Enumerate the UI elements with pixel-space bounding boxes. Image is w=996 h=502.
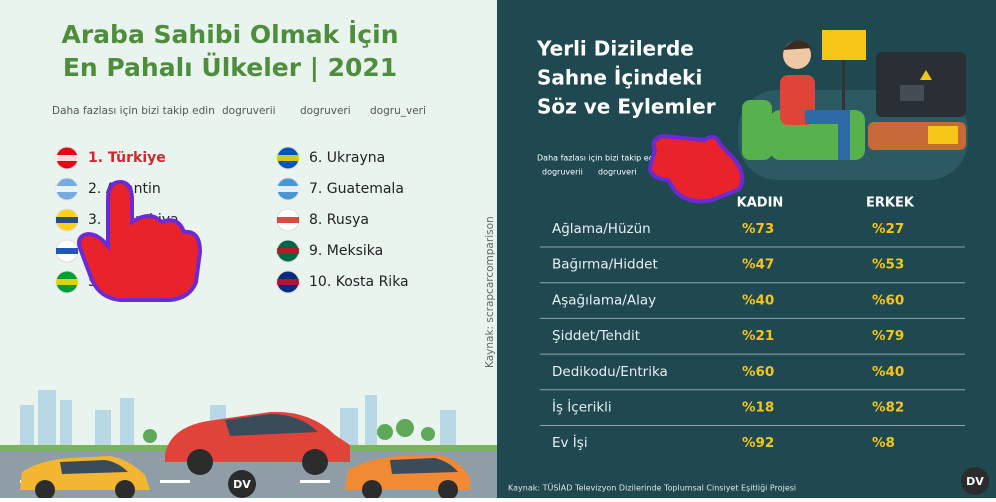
title-line: Söz ve Eylemler (537, 95, 716, 119)
car-red (165, 411, 350, 475)
trees (143, 419, 435, 443)
flag-stripe (277, 279, 299, 285)
country: 9. Meksika (309, 243, 383, 259)
logo: DV (961, 467, 989, 495)
illustration (738, 30, 968, 180)
flag-stripe (56, 248, 78, 254)
social-handle: dogruverii (222, 105, 276, 117)
follow-text: Daha fazlası için bizi takip edin (537, 154, 661, 163)
column-header: ERKEK (866, 196, 915, 211)
cell-value: %21 (742, 328, 774, 344)
country: 6. Ukrayna (309, 150, 385, 166)
svg-text:DV: DV (233, 478, 251, 491)
logo: DV (228, 470, 256, 498)
title-line: Yerli Dizilerde (536, 37, 694, 61)
flag-stripe (56, 217, 78, 223)
flag-stripe (277, 186, 299, 192)
cell-value: %60 (872, 292, 904, 308)
country: 1. Türkiye (88, 150, 166, 166)
title-line: En Pahalı Ülkeler | 2021 (63, 52, 397, 82)
row-label: Bağırma/Hiddet (552, 257, 658, 273)
row-label: Ev İşi (552, 433, 588, 451)
cell-value: %18 (742, 400, 774, 416)
social-handle: dogruveri (300, 105, 351, 117)
cell-value: %92 (742, 435, 774, 451)
row-label: Ağlama/Hüzün (552, 221, 651, 237)
flag-stripe (277, 217, 299, 223)
country: 10. Kosta Rika (309, 274, 409, 290)
cell-value: %8 (872, 435, 895, 451)
row-label: Dedikodu/Entrika (552, 364, 668, 380)
row-label: Aşağılama/Alay (552, 292, 656, 308)
source: Kaynak: TÜSİAD Televizyon Dizilerinde To… (508, 483, 796, 493)
cell-value: %40 (742, 292, 774, 308)
hand-cursor (77, 179, 203, 302)
social-handle: dogru_veri (370, 105, 426, 117)
country: 8. Rusya (309, 212, 369, 228)
row-label: İş İçerikli (552, 398, 612, 416)
source: Kaynak: scrapcarcomparison (484, 216, 496, 368)
cell-value: %40 (872, 364, 904, 380)
cell-value: %60 (742, 364, 774, 380)
cell-value: %73 (742, 221, 774, 237)
social-handle: dogruverii (542, 168, 583, 177)
column-header: KADIN (737, 196, 784, 211)
hand-cursor (647, 133, 745, 204)
title-line: Sahne İçindeki (537, 66, 702, 90)
row-label: Şiddet/Tehdit (552, 328, 640, 344)
follow-text: Daha fazlası için bizi takip edin (52, 105, 215, 117)
cell-value: %27 (872, 221, 904, 237)
social-handle: dogruveri (598, 168, 637, 177)
car-yellow (20, 456, 150, 500)
cell-value: %79 (872, 328, 904, 344)
cell-value: %53 (872, 257, 904, 273)
cell-value: %47 (742, 257, 774, 273)
flag-stripe (56, 155, 78, 161)
title-line: Araba Sahibi Olmak İçin (62, 19, 399, 49)
flag-stripe (56, 279, 78, 285)
flag-stripe (277, 248, 299, 254)
flag-stripe (56, 186, 78, 192)
car-orange (345, 455, 470, 500)
cell-value: %82 (872, 400, 904, 416)
svg-text:DV: DV (966, 475, 984, 488)
flag-stripe (277, 155, 299, 161)
country: 7. Guatemala (309, 181, 404, 197)
